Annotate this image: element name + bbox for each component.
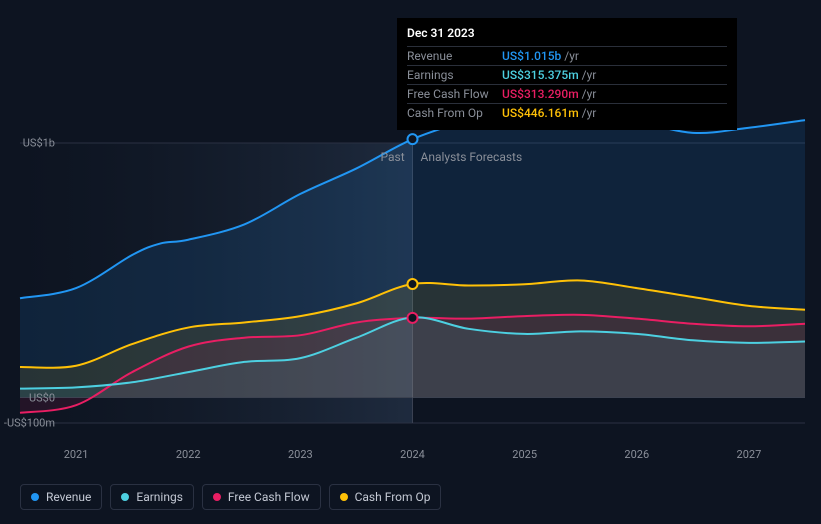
y-axis-label: US$0 — [29, 391, 55, 404]
legend-item-free_cash_flow[interactable]: Free Cash Flow — [202, 484, 321, 510]
y-axis-label: US$1b — [23, 137, 55, 150]
chart-legend: Revenue Earnings Free Cash Flow Cash From O… — [20, 484, 441, 510]
x-axis-label: 2021 — [64, 448, 89, 461]
tooltip-date: Dec 31 2023 — [407, 26, 727, 44]
legend-dot-icon — [340, 493, 348, 501]
tooltip-row: Cash From OpUS$446.161m/yr — [407, 103, 727, 122]
legend-label: Earnings — [136, 490, 183, 504]
tooltip-row-unit: /yr — [582, 68, 597, 82]
tooltip-row: EarningsUS$315.375m/yr — [407, 65, 727, 84]
tooltip-row-unit: /yr — [582, 106, 597, 120]
legend-label: Cash From Op — [355, 490, 431, 504]
tooltip-row: Free Cash FlowUS$313.290m/yr — [407, 84, 727, 103]
forecast-section-label: Analysts Forecasts — [421, 150, 523, 164]
y-axis-label: -US$100m — [4, 417, 55, 430]
tooltip-row-label: Cash From Op — [407, 106, 502, 120]
tooltip-row-label: Revenue — [407, 49, 502, 63]
legend-item-cash_from_op[interactable]: Cash From Op — [329, 484, 442, 510]
x-axis-label: 2027 — [737, 448, 762, 461]
legend-dot-icon — [121, 493, 129, 501]
tooltip-row-value: US$315.375m — [502, 68, 579, 82]
legend-dot-icon — [31, 493, 39, 501]
chart-tooltip: Dec 31 2023 RevenueUS$1.015b/yrEarningsU… — [397, 18, 737, 130]
financial-chart: Dec 31 2023 RevenueUS$1.015b/yrEarningsU… — [0, 0, 821, 524]
legend-item-earnings[interactable]: Earnings — [110, 484, 194, 510]
legend-dot-icon — [213, 493, 221, 501]
x-axis-label: 2022 — [176, 448, 201, 461]
tooltip-row: RevenueUS$1.015b/yr — [407, 46, 727, 65]
tooltip-row-label: Earnings — [407, 68, 502, 82]
x-axis-label: 2023 — [288, 448, 313, 461]
tooltip-row-value: US$1.015b — [502, 49, 561, 63]
revenue-marker — [408, 134, 418, 144]
x-axis-label: 2025 — [512, 448, 537, 461]
tooltip-row-unit: /yr — [564, 49, 579, 63]
legend-item-revenue[interactable]: Revenue — [20, 484, 102, 510]
legend-label: Free Cash Flow — [228, 490, 310, 504]
cash_from_op-marker — [408, 279, 418, 289]
free_cash_flow-marker — [408, 313, 418, 323]
tooltip-row-value: US$313.290m — [502, 87, 579, 101]
tooltip-row-label: Free Cash Flow — [407, 87, 502, 101]
x-axis-label: 2024 — [400, 448, 425, 461]
past-section-label: Past — [381, 150, 405, 164]
tooltip-row-value: US$446.161m — [502, 106, 579, 120]
tooltip-row-unit: /yr — [582, 87, 597, 101]
x-axis-label: 2026 — [624, 448, 649, 461]
legend-label: Revenue — [46, 490, 91, 504]
